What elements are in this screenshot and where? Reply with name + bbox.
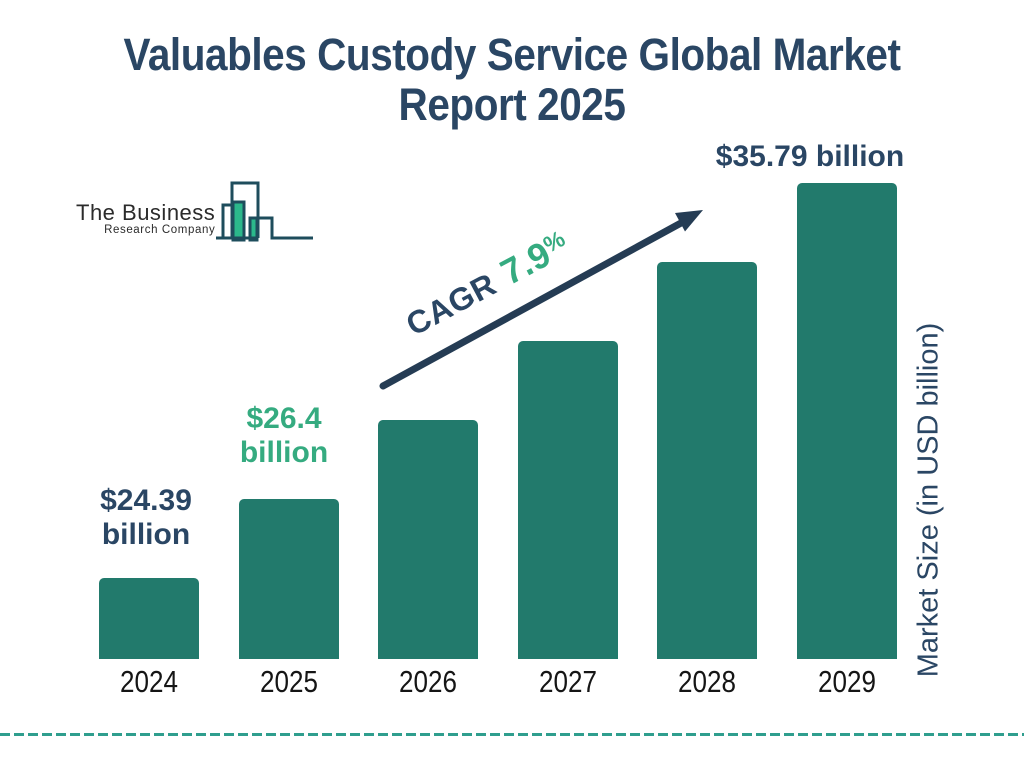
x-tick-2027: 2027 (538, 664, 597, 699)
bar-2026 (378, 420, 479, 659)
bottom-dashed-divider (0, 733, 1024, 736)
company-logo-text: The Business Research Company (76, 201, 215, 244)
logo-subname: Research Company (104, 224, 216, 236)
x-tick-2024: 2024 (120, 664, 178, 699)
x-tick-2028: 2028 (678, 664, 737, 699)
y-axis-label: Market Size (in USD billion) (912, 322, 945, 678)
bar-2027 (517, 341, 618, 659)
bar-2029 (797, 183, 897, 659)
page-title-line1: Valuables Custody Service Global Market (123, 29, 901, 80)
cagr-label: CAGR (400, 265, 502, 343)
bar-2028 (657, 262, 758, 659)
bar-2025 (238, 499, 339, 659)
x-tick-2029: 2029 (818, 664, 876, 699)
x-tick-2025: 2025 (259, 664, 318, 699)
bar-2024 (99, 578, 199, 659)
value-label-2025: $26.4 billion (239, 402, 329, 469)
value-label-2024: $24.39 billion (100, 484, 192, 551)
logo-name: The Business (76, 200, 216, 225)
page-title-line2: Report 2025 (398, 79, 626, 130)
cagr-annotation: CAGR7.9% (398, 224, 576, 345)
x-tick-2026: 2026 (399, 664, 458, 699)
page-title: Valuables Custody Service Global Market … (51, 30, 973, 130)
value-label-2029: $35.79 billion (715, 140, 905, 173)
company-logo: The Business Research Company (76, 176, 315, 244)
logo-bars-icon (216, 181, 314, 242)
